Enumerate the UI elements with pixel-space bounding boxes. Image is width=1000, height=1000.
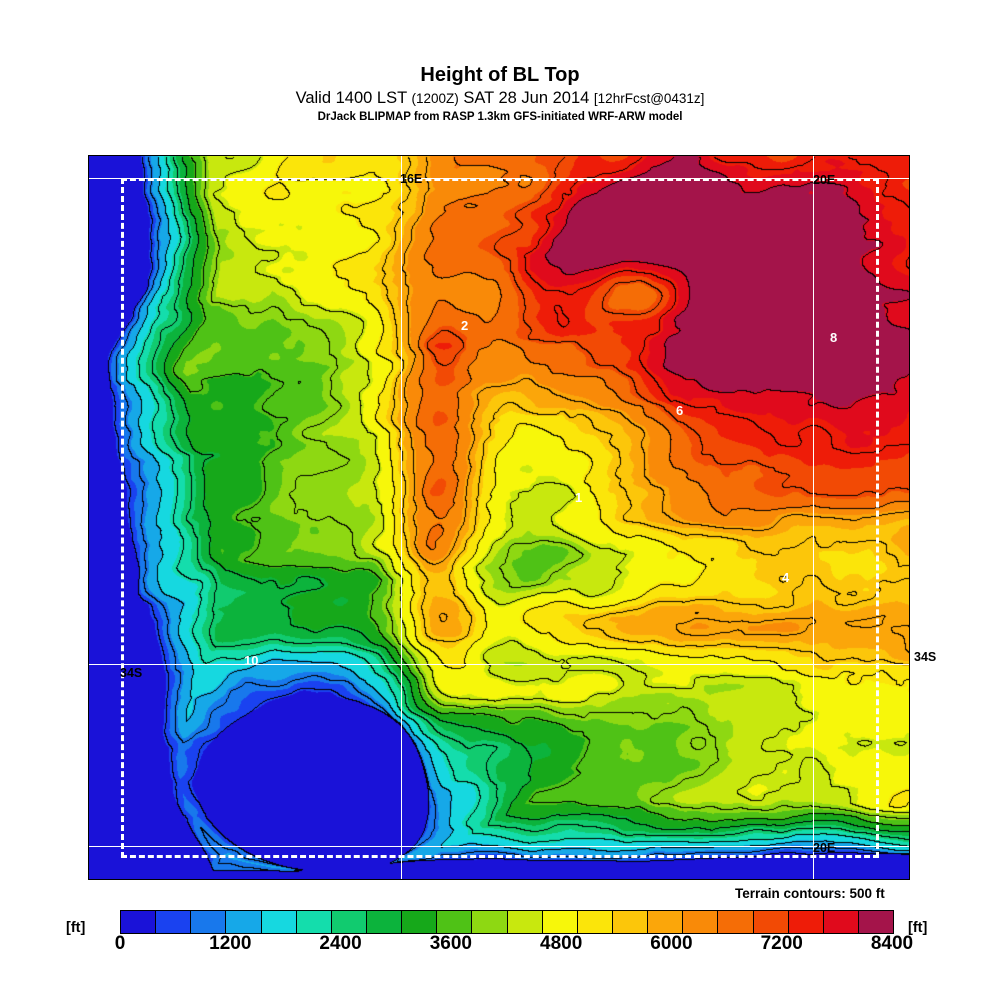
valid-time-prefix: Valid 1400 LST bbox=[295, 89, 407, 107]
colorbar-swatch-10 bbox=[472, 911, 508, 933]
colorbar-swatch-18 bbox=[753, 911, 789, 933]
colorbar-swatch-21 bbox=[858, 911, 894, 933]
model-source-line: DrJack BLIPMAP from RASP 1.3km GFS-initi… bbox=[317, 111, 683, 123]
colorbar-tick-8400: 8400 bbox=[870, 933, 914, 954]
forecast-map[interactable] bbox=[88, 155, 910, 880]
colorbar-tick-4800: 4800 bbox=[540, 933, 583, 954]
colorbar-unit-right: [ft] bbox=[908, 920, 928, 936]
colorbar-swatch-8 bbox=[402, 911, 438, 933]
colorbar-swatch-2 bbox=[191, 911, 227, 933]
valid-date: SAT 28 Jun 2014 bbox=[463, 89, 590, 107]
blipmap-raster bbox=[89, 156, 909, 879]
colorbar-swatch-17 bbox=[718, 911, 754, 933]
valid-time-zulu: (1200Z) bbox=[411, 91, 459, 106]
colorbar-swatch-7 bbox=[366, 911, 403, 933]
colorbar-tick-1200: 1200 bbox=[209, 933, 252, 954]
colorbar-swatches bbox=[120, 910, 894, 934]
valid-time-line: Valid 1400 LST (1200Z) SAT 28 Jun 2014 [… bbox=[0, 89, 1000, 108]
page-title: Height of BL Top bbox=[420, 64, 580, 86]
colorbar-tick-7200: 7200 bbox=[760, 933, 803, 954]
colorbar-tick-labels: 0 1200 2400 3600 4800 6000 7200 8400 bbox=[115, 933, 913, 957]
colorbar-tick-2400: 2400 bbox=[319, 933, 362, 954]
forecast-tag: [12hrFcst@0431z] bbox=[593, 91, 705, 106]
lat-label-right-34s: 34S bbox=[914, 650, 937, 664]
colorbar-legend: [ft] [ft] 0 1200 2400 3600 4800 6000 7200 8400 bbox=[0, 906, 1000, 956]
colorbar-swatch-11 bbox=[507, 911, 543, 933]
colorbar-swatch-13 bbox=[577, 911, 613, 933]
colorbar-swatch-15 bbox=[648, 911, 684, 933]
colorbar-swatch-12 bbox=[542, 911, 578, 933]
terrain-contour-note: Terrain contours: 500 ft bbox=[735, 886, 885, 901]
colorbar-swatch-16 bbox=[683, 911, 719, 933]
colorbar-swatch-5 bbox=[296, 911, 332, 933]
colorbar-unit-left: [ft] bbox=[66, 920, 86, 936]
colorbar-swatch-19 bbox=[788, 911, 824, 933]
colorbar-tick-6000: 6000 bbox=[650, 933, 693, 954]
title-block: Height of BL Top Valid 1400 LST (1200Z) … bbox=[0, 64, 1000, 124]
colorbar-swatch-20 bbox=[823, 911, 859, 933]
colorbar-swatch-9 bbox=[437, 911, 473, 933]
colorbar-swatch-14 bbox=[612, 911, 649, 933]
colorbar-swatch-0 bbox=[121, 911, 157, 933]
colorbar-tick-3600: 3600 bbox=[429, 933, 472, 954]
colorbar-swatch-3 bbox=[226, 911, 262, 933]
colorbar-tick-0: 0 bbox=[114, 933, 126, 954]
colorbar-swatch-4 bbox=[261, 911, 297, 933]
colorbar-swatch-1 bbox=[156, 911, 192, 933]
colorbar-swatch-6 bbox=[331, 911, 367, 933]
